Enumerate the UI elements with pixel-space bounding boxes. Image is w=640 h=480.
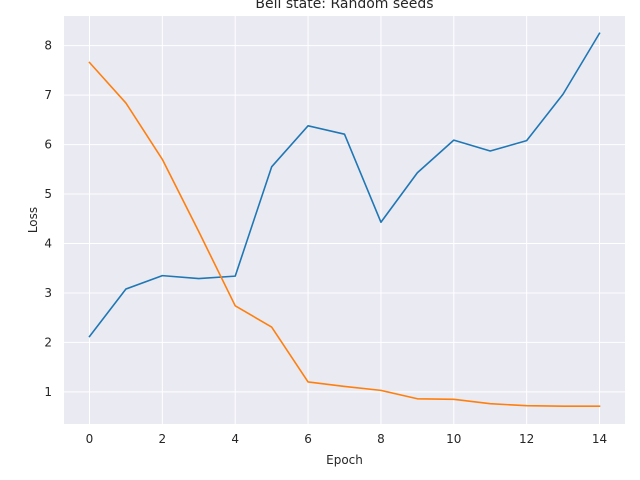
- series-line-2: [88, 61, 601, 407]
- y-tick-label: 6: [44, 138, 52, 152]
- series-layer: [88, 32, 601, 407]
- x-tick-label: 6: [304, 432, 312, 446]
- x-tick-label: 14: [592, 432, 607, 446]
- x-tick-label: 2: [159, 432, 167, 446]
- plot-area: [64, 16, 625, 424]
- y-tick-label: 5: [44, 187, 52, 201]
- x-axis-label: Epoch: [326, 453, 363, 467]
- y-tick-label: 1: [44, 385, 52, 399]
- y-tick-label: 8: [44, 39, 52, 53]
- chart-title: Bell state: Random seeds: [255, 0, 433, 12]
- y-tick-label: 3: [44, 286, 52, 300]
- series-line-1: [88, 32, 601, 338]
- x-tick-label: 10: [446, 432, 461, 446]
- x-tick-label: 4: [231, 432, 239, 446]
- y-tick-label: 2: [44, 335, 52, 349]
- grid-layer: [64, 16, 625, 424]
- y-tick-label: 4: [44, 236, 52, 250]
- x-tick-label: 8: [377, 432, 385, 446]
- y-axis-label: Loss: [26, 207, 40, 233]
- x-tick-label: 0: [86, 432, 94, 446]
- x-tick-label: 12: [519, 432, 534, 446]
- y-tick-label: 7: [44, 88, 52, 102]
